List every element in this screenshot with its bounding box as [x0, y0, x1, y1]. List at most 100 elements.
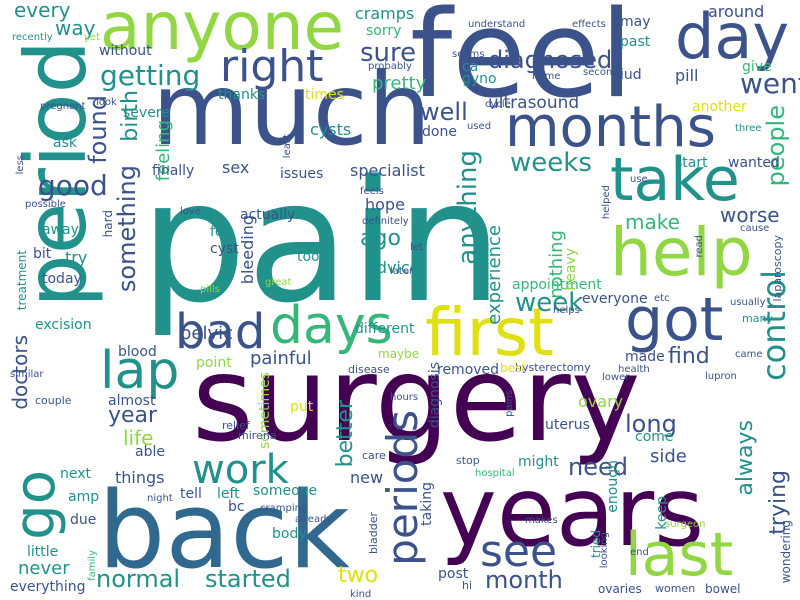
- word: left: [217, 486, 240, 502]
- word: used: [467, 121, 492, 132]
- word: feel: [410, 0, 634, 125]
- word: year: [108, 403, 158, 428]
- word: looking: [599, 532, 610, 569]
- word: need: [568, 453, 628, 481]
- word: different: [355, 321, 415, 337]
- word: tell: [180, 486, 202, 502]
- word: life: [123, 426, 154, 450]
- word: pregnant: [40, 101, 86, 112]
- word: let: [410, 242, 423, 253]
- word: effects: [572, 19, 606, 30]
- word: bleeding: [238, 215, 257, 285]
- word: past: [620, 34, 651, 50]
- word: lupron: [705, 371, 737, 382]
- word: pain: [140, 144, 503, 340]
- word: seems: [452, 49, 485, 60]
- word: take: [610, 145, 740, 215]
- word: took: [297, 249, 328, 265]
- word: always: [733, 420, 758, 496]
- word: due: [70, 512, 97, 528]
- word: pills: [200, 284, 220, 295]
- word: cause: [740, 223, 770, 234]
- word: wanted: [728, 155, 780, 171]
- word: maybe: [378, 347, 420, 361]
- word: excision: [35, 317, 92, 333]
- word: kind: [350, 589, 372, 600]
- word: recently: [12, 32, 53, 43]
- word: bit: [33, 246, 52, 262]
- word: lap: [100, 341, 180, 401]
- word: diagnosed: [488, 46, 613, 74]
- word: make: [625, 210, 680, 234]
- word: away: [42, 222, 79, 238]
- word: gyno: [462, 71, 497, 87]
- word: night: [147, 493, 173, 504]
- word: ovary: [578, 392, 624, 411]
- word: pains: [504, 390, 515, 417]
- word: hospital: [475, 468, 515, 479]
- word: times: [305, 87, 344, 103]
- word: days: [270, 296, 393, 356]
- word: possible: [25, 199, 66, 210]
- word: hours: [390, 392, 419, 403]
- word: better: [333, 400, 358, 468]
- word: hysterectomy: [515, 361, 591, 374]
- word: getting: [100, 59, 201, 92]
- word: end: [630, 547, 649, 558]
- word: try: [65, 248, 88, 267]
- word: helped: [601, 185, 612, 220]
- word: done: [422, 124, 457, 140]
- word: actually: [240, 207, 296, 223]
- word: wondering: [779, 520, 793, 584]
- word: use: [630, 174, 648, 185]
- word: yet: [84, 32, 100, 43]
- word: much: [152, 51, 432, 168]
- word: experience: [484, 225, 505, 325]
- word: least: [282, 134, 293, 159]
- word: hi: [462, 579, 473, 592]
- word: cyst: [210, 241, 239, 257]
- word: someone: [253, 483, 318, 499]
- word: around: [708, 2, 765, 21]
- word: got: [625, 285, 724, 355]
- word: bc: [228, 499, 245, 515]
- word: start: [675, 155, 708, 171]
- word: point: [196, 355, 232, 371]
- word: pill: [675, 66, 699, 85]
- word: find: [668, 344, 710, 369]
- word: ask: [53, 135, 77, 151]
- word: months: [505, 95, 716, 160]
- word: well: [420, 98, 468, 126]
- word: next: [60, 466, 92, 482]
- word: definitely: [362, 216, 409, 227]
- word: diagnosis: [427, 362, 443, 429]
- word: later: [390, 266, 414, 277]
- word: help: [610, 214, 753, 291]
- word: cramps: [355, 4, 415, 23]
- word: today: [42, 271, 82, 287]
- word: month: [485, 566, 563, 594]
- word: give: [742, 59, 772, 75]
- word: home: [532, 71, 561, 82]
- word: post: [438, 566, 469, 582]
- word: surgeon: [665, 519, 706, 530]
- word: usually: [730, 297, 766, 308]
- word: may: [620, 14, 651, 30]
- word: something: [113, 165, 141, 293]
- word: similar: [10, 369, 44, 380]
- word: see: [480, 526, 558, 577]
- word: painful: [250, 348, 312, 369]
- word: able: [135, 444, 165, 460]
- word: without: [99, 43, 152, 59]
- word: understand: [468, 19, 526, 30]
- word: bowel: [705, 582, 741, 596]
- word: two: [338, 563, 379, 588]
- word: put: [290, 399, 314, 415]
- word: might: [518, 454, 559, 470]
- word: started: [205, 565, 291, 593]
- word: years: [440, 456, 705, 568]
- word: side: [650, 446, 687, 467]
- word: heavy: [563, 248, 579, 291]
- word: enough: [605, 460, 621, 513]
- word: family: [87, 550, 98, 581]
